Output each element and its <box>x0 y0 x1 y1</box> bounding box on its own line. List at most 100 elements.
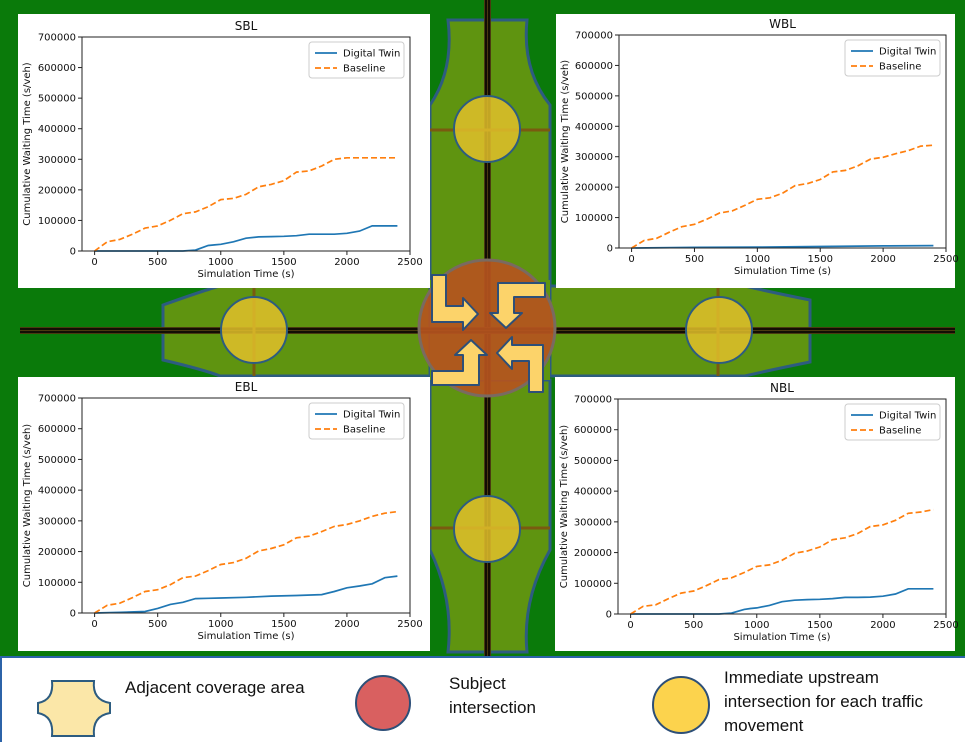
legend-entry: Digital Twin <box>343 49 400 60</box>
y-tick-label: 700000 <box>575 31 613 42</box>
x-tick-label: 2000 <box>334 257 359 268</box>
legend-entry: Baseline <box>879 426 921 437</box>
coverage-area-legend-icon <box>37 680 111 737</box>
y-tick-label: 300000 <box>575 152 613 163</box>
y-tick-label: 200000 <box>575 183 613 194</box>
x-tick-label: 1000 <box>745 254 770 265</box>
y-axis-label: Cumulative Waiting Time (s/veh) <box>560 60 571 224</box>
x-tick-label: 1500 <box>808 254 833 265</box>
y-axis-label: Cumulative Waiting Time (s/veh) <box>559 425 570 589</box>
x-tick-label: 1500 <box>271 619 296 630</box>
y-tick-label: 600000 <box>38 424 76 435</box>
upstream-intersection-legend-icon <box>652 676 710 734</box>
y-tick-label: 0 <box>70 247 76 258</box>
y-tick-label: 600000 <box>575 61 613 72</box>
upstream-intersection-west <box>220 296 288 364</box>
y-tick-label: 300000 <box>574 517 612 528</box>
y-tick-label: 200000 <box>38 185 76 196</box>
y-tick-label: 500000 <box>574 456 612 467</box>
x-tick-label: 500 <box>148 619 167 630</box>
x-tick-label: 0 <box>91 257 97 268</box>
y-tick-label: 700000 <box>38 394 76 405</box>
y-tick-label: 700000 <box>38 33 76 44</box>
x-tick-label: 0 <box>628 254 634 265</box>
legend-entry: Baseline <box>343 64 385 75</box>
chart-legend: Digital Twin Baseline <box>844 403 941 441</box>
x-axis-label: Simulation Time (s) <box>197 269 294 280</box>
x-tick-label: 2500 <box>397 619 422 630</box>
y-tick-label: 500000 <box>38 94 76 105</box>
x-tick-label: 0 <box>91 619 97 630</box>
upstream-intersection-south <box>453 495 521 563</box>
x-tick-label: 500 <box>148 257 167 268</box>
x-tick-label: 2500 <box>397 257 422 268</box>
legend-entry: Digital Twin <box>879 47 936 58</box>
legend-entry: Baseline <box>343 425 385 436</box>
x-axis-label: Simulation Time (s) <box>197 631 294 642</box>
y-tick-label: 400000 <box>574 487 612 498</box>
left-turn-arrows <box>431 274 546 393</box>
x-tick-label: 2000 <box>870 254 895 265</box>
y-tick-label: 200000 <box>574 548 612 559</box>
y-tick-label: 300000 <box>38 155 76 166</box>
chart-title: EBL <box>235 380 258 394</box>
legend-entry: Digital Twin <box>343 410 400 421</box>
y-tick-label: 0 <box>70 609 76 620</box>
x-tick-label: 1500 <box>271 257 296 268</box>
chart-panel-wbl: WBL 0 500 1000 1500 2000 2500 0 100000 200000 3000… <box>556 14 959 288</box>
turn-arrow-icon <box>431 274 479 331</box>
y-tick-label: 500000 <box>38 455 76 466</box>
chart-panel-sbl: SBL 0 500 1000 1500 2000 2500 0 100000 200000 3000… <box>18 14 430 288</box>
x-tick-label: 1500 <box>807 620 832 631</box>
series-line-baseline <box>94 156 398 252</box>
plot-frame <box>81 397 411 614</box>
chart-legend: Digital Twin Baseline <box>308 41 405 79</box>
subject-intersection-legend-icon <box>355 675 411 731</box>
upstream-intersection-east <box>685 296 753 364</box>
chart-legend: Digital Twin Baseline <box>844 39 941 77</box>
x-axis-label: Simulation Time (s) <box>733 632 830 643</box>
y-tick-label: 100000 <box>38 216 76 227</box>
legend-panel <box>1 656 965 742</box>
x-tick-label: 2500 <box>933 254 958 265</box>
turn-arrow-icon <box>489 282 546 329</box>
x-tick-label: 2000 <box>334 619 359 630</box>
plot-frame <box>617 398 947 615</box>
chart-panel-nbl: NBL 0 500 1000 1500 2000 2500 0 100000 200000 3000… <box>555 377 959 651</box>
y-tick-label: 400000 <box>38 124 76 135</box>
y-tick-label: 600000 <box>574 425 612 436</box>
legend-entry: Digital Twin <box>879 411 936 422</box>
turn-arrow-icon <box>496 336 544 393</box>
y-tick-label: 600000 <box>38 63 76 74</box>
x-tick-label: 500 <box>684 620 703 631</box>
x-tick-label: 1000 <box>744 620 769 631</box>
legend-entry: Baseline <box>879 62 921 73</box>
x-tick-label: 1000 <box>208 619 233 630</box>
y-axis-label: Cumulative Waiting Time (s/veh) <box>22 424 33 588</box>
x-tick-label: 1000 <box>208 257 233 268</box>
chart-title: SBL <box>235 19 258 33</box>
y-tick-label: 300000 <box>38 516 76 527</box>
y-tick-label: 0 <box>606 610 612 621</box>
legend-coverage-label: Adjacent coverage area <box>125 678 305 697</box>
legend-upstream-label: Immediate upstream intersection for each… <box>724 668 924 735</box>
y-tick-label: 200000 <box>38 547 76 558</box>
plot-frame <box>81 36 411 252</box>
y-tick-label: 100000 <box>575 213 613 224</box>
series-line-digital-twin <box>94 575 398 614</box>
y-tick-label: 400000 <box>575 122 613 133</box>
x-axis-label: Simulation Time (s) <box>734 266 831 277</box>
chart-title: NBL <box>770 381 794 395</box>
series-line-baseline <box>631 144 934 249</box>
series-line-baseline <box>94 510 398 614</box>
y-axis-label: Cumulative Waiting Time (s/veh) <box>22 62 33 226</box>
chart-title: WBL <box>769 17 796 31</box>
turn-arrow-icon <box>431 339 488 386</box>
y-tick-label: 400000 <box>38 486 76 497</box>
y-tick-label: 0 <box>607 244 613 255</box>
x-tick-label: 2000 <box>870 620 895 631</box>
upstream-intersection-north <box>453 95 521 163</box>
y-tick-label: 500000 <box>575 91 613 102</box>
y-tick-label: 100000 <box>574 579 612 590</box>
